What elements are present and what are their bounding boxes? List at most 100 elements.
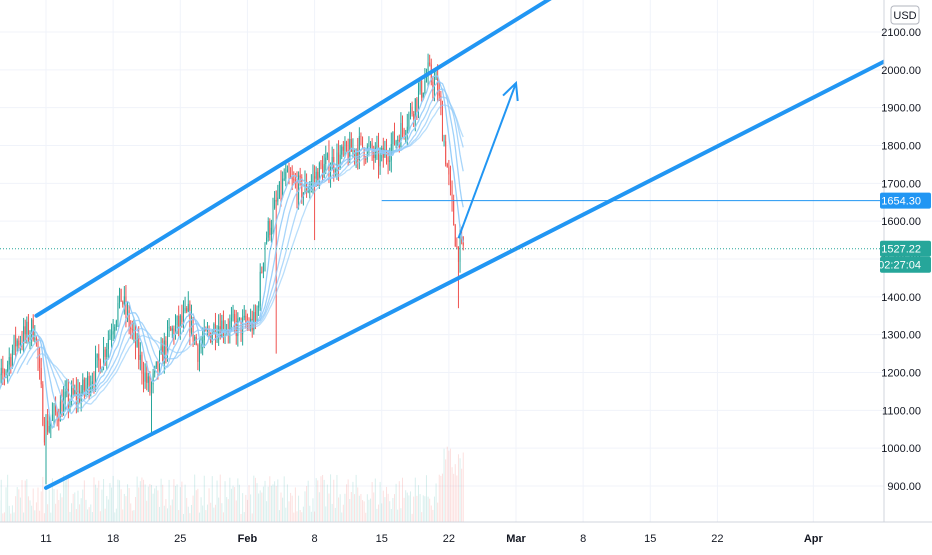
candle-body bbox=[183, 311, 184, 322]
candle-body bbox=[257, 308, 258, 321]
volume-bar bbox=[42, 477, 43, 522]
volume-bar bbox=[292, 496, 293, 522]
volume-bar bbox=[154, 488, 155, 522]
candle-body bbox=[30, 335, 31, 338]
volume-bar bbox=[309, 506, 310, 522]
volume-bar bbox=[397, 510, 398, 522]
volume-bar bbox=[81, 498, 82, 522]
candle-body bbox=[332, 157, 333, 169]
volume-bar bbox=[22, 480, 23, 522]
time-tick-label: 11 bbox=[40, 533, 51, 545]
moving-average-line bbox=[17, 89, 463, 414]
volume-bar bbox=[277, 479, 278, 522]
volume-bar bbox=[290, 493, 291, 522]
volume-bar bbox=[304, 491, 305, 522]
candle-body bbox=[408, 114, 409, 127]
volume-bar bbox=[348, 479, 349, 522]
candle-body bbox=[255, 312, 256, 321]
volume-bar bbox=[130, 503, 131, 522]
candle-body bbox=[133, 330, 134, 331]
candle-body bbox=[445, 141, 446, 164]
volume-bar bbox=[463, 452, 464, 522]
candle-body bbox=[39, 359, 40, 368]
volume-bar bbox=[73, 494, 74, 522]
candle-body bbox=[410, 107, 411, 114]
candle-body bbox=[285, 172, 286, 178]
volume-bar bbox=[204, 476, 205, 522]
volume-bar bbox=[237, 478, 238, 522]
price-axis[interactable]: USD2100.002000.001900.001800.001700.0016… bbox=[881, 0, 932, 550]
volume-bar bbox=[344, 494, 345, 522]
candle-body bbox=[231, 318, 232, 321]
volume-bar bbox=[439, 475, 440, 522]
volume-bar bbox=[269, 476, 270, 522]
candle-body bbox=[140, 355, 141, 360]
volume-bar bbox=[153, 494, 154, 522]
volume-bar bbox=[145, 484, 146, 522]
candle-body bbox=[9, 357, 10, 365]
volume-bar bbox=[178, 510, 179, 522]
time-tick-label: 15 bbox=[376, 533, 388, 545]
volume-bar bbox=[44, 513, 45, 522]
candle-body bbox=[452, 186, 453, 200]
time-tick-label: 22 bbox=[443, 533, 455, 545]
candle-body bbox=[169, 327, 170, 328]
time-tick-label: 8 bbox=[312, 533, 318, 545]
volume-bar bbox=[146, 501, 147, 522]
volume-bar bbox=[332, 504, 333, 522]
volume-bar bbox=[261, 493, 262, 522]
volume-bar bbox=[207, 505, 208, 522]
candle-body bbox=[143, 374, 144, 382]
candle-body bbox=[26, 322, 27, 334]
volume-bar bbox=[356, 475, 357, 522]
candle-body bbox=[165, 341, 166, 354]
volume-bar bbox=[117, 480, 118, 522]
candle-body bbox=[312, 176, 313, 181]
candle-body bbox=[258, 306, 259, 308]
volume-bar bbox=[245, 495, 246, 522]
candle-body bbox=[124, 296, 125, 304]
volume-bar bbox=[157, 490, 158, 522]
volume-bar bbox=[140, 481, 141, 522]
candle-body bbox=[82, 380, 83, 393]
moving-average-ribbon bbox=[0, 76, 463, 428]
candle-body bbox=[362, 136, 363, 147]
volume-bar bbox=[188, 507, 189, 522]
volume-bar bbox=[170, 505, 171, 522]
volume-bar bbox=[98, 481, 99, 522]
volume-bar bbox=[213, 508, 214, 522]
trend-drawings[interactable] bbox=[0, 0, 890, 488]
candle-body bbox=[53, 405, 54, 414]
candle-body bbox=[117, 303, 118, 321]
volume-bar bbox=[408, 495, 409, 522]
volume-bar bbox=[231, 489, 232, 522]
volume-bar bbox=[392, 498, 393, 522]
volume-bar bbox=[20, 498, 21, 522]
candle-body bbox=[98, 354, 99, 361]
candle-body bbox=[279, 182, 280, 198]
volume-bar bbox=[250, 494, 251, 522]
volume-bar bbox=[253, 476, 254, 522]
volume-bar bbox=[418, 485, 419, 522]
price-tick-label: 900.00 bbox=[887, 481, 921, 493]
candle-body bbox=[87, 376, 88, 385]
volume-bar bbox=[255, 478, 256, 522]
candle-body bbox=[74, 390, 75, 394]
candle-body bbox=[4, 373, 5, 374]
volume-bar bbox=[384, 497, 385, 522]
candle-body bbox=[52, 415, 53, 421]
candle-body bbox=[129, 310, 130, 327]
volume-bar bbox=[15, 496, 16, 522]
volume-bar bbox=[346, 484, 347, 522]
volume-bar bbox=[376, 509, 377, 522]
volume-bar bbox=[60, 493, 61, 522]
candle-body bbox=[448, 167, 449, 174]
candle-body bbox=[85, 385, 86, 390]
volume-bar bbox=[336, 475, 337, 522]
candle-body bbox=[282, 179, 283, 195]
volume-bar bbox=[316, 478, 317, 522]
volume-bar bbox=[461, 469, 462, 522]
